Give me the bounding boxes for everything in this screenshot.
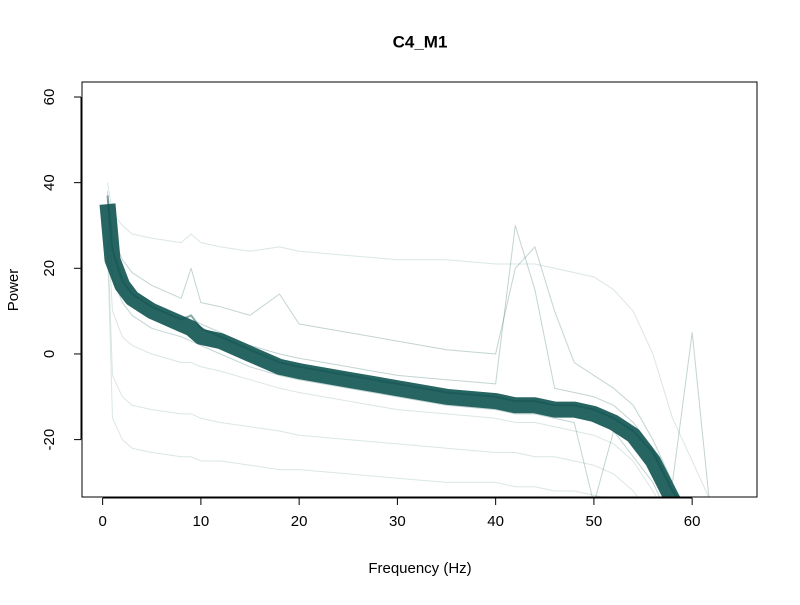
y-tick-label: 20 <box>41 260 58 277</box>
chart-title: C4_M1 <box>393 32 448 51</box>
spectrum-line <box>106 195 679 497</box>
spectrum-line <box>107 246 605 497</box>
plot-area <box>99 182 710 497</box>
x-tick-label: 60 <box>684 513 701 530</box>
x-tick-label: 30 <box>389 513 406 530</box>
x-tick-label: 40 <box>487 513 504 530</box>
y-tick-label: 60 <box>41 89 58 106</box>
y-tick-label: 40 <box>41 174 58 191</box>
plot-box <box>81 81 758 498</box>
spectrum-line <box>107 233 639 497</box>
x-tick-label: 20 <box>291 513 308 530</box>
x-tick-label: 10 <box>193 513 210 530</box>
spectrum-line <box>107 182 710 497</box>
x-tick-label: 50 <box>586 513 603 530</box>
x-axis-label: Frequency (Hz) <box>368 560 471 577</box>
spectrum-line <box>99 203 681 497</box>
x-tick-label: 0 <box>98 513 106 530</box>
spectrum-line <box>107 225 657 497</box>
y-axis-label: Power <box>5 269 22 312</box>
y-tick-label: -20 <box>41 429 58 451</box>
y-tick-label: 0 <box>41 350 58 358</box>
spectrum-line <box>107 208 661 497</box>
spectrum-line <box>107 191 710 497</box>
